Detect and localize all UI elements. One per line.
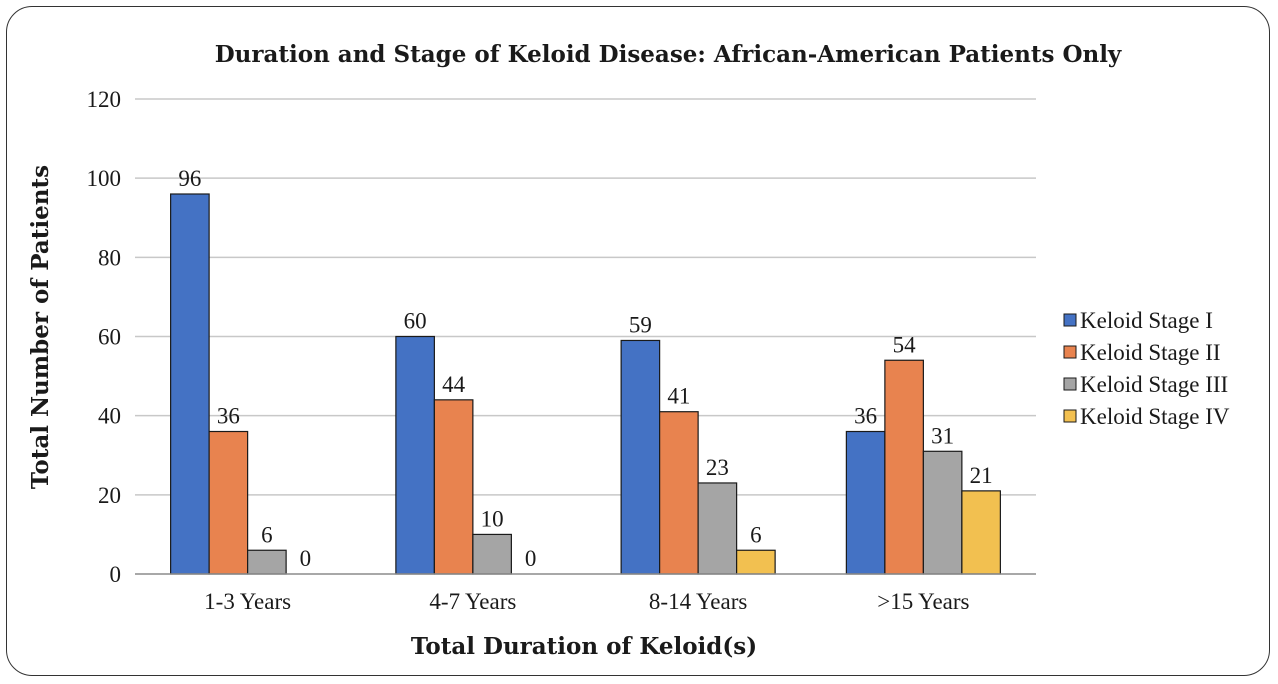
bar	[433, 399, 474, 575]
data-label: 36	[217, 404, 240, 429]
data-label: 96	[178, 166, 201, 191]
bar	[961, 490, 1001, 575]
data-label: 6	[261, 522, 273, 547]
x-tick-label: 8-14 Years	[649, 589, 747, 614]
y-tick-label: 80	[98, 245, 121, 270]
bar	[922, 450, 963, 575]
y-tick-label: 100	[87, 166, 122, 191]
data-label: 31	[931, 423, 954, 448]
legend-swatch	[1063, 409, 1077, 423]
legend: Keloid Stage I Keloid Stage II Keloid Stag…	[1063, 308, 1230, 429]
bar	[620, 339, 661, 575]
legend-swatch	[1063, 313, 1077, 327]
data-label: 54	[893, 332, 917, 357]
bar	[659, 411, 699, 575]
data-label: 10	[481, 506, 504, 531]
legend-label: Keloid Stage I	[1080, 308, 1213, 333]
legend-swatch	[1063, 345, 1077, 359]
bar	[208, 430, 249, 575]
bar	[884, 359, 924, 575]
y-axis-title: Total Number of Patients	[27, 165, 54, 489]
data-label: 59	[629, 312, 652, 337]
bars	[170, 193, 1001, 575]
bar	[472, 533, 512, 575]
y-axis-ticks: 0 20 40 60 80 100 120	[87, 87, 122, 587]
y-tick-label: 40	[98, 404, 121, 429]
data-label: 21	[970, 463, 993, 488]
bar	[845, 430, 886, 575]
x-tick-label: 4-7 Years	[429, 589, 516, 614]
legend-swatch	[1063, 377, 1077, 391]
data-label: 60	[404, 309, 427, 334]
y-tick-label: 60	[98, 325, 121, 350]
y-tick-label: 0	[110, 562, 122, 587]
data-label: 0	[300, 546, 312, 571]
y-tick-label: 120	[87, 87, 122, 112]
data-label: 41	[667, 384, 690, 409]
chart-title: Duration and Stage of Keloid Disease: Af…	[215, 41, 1122, 68]
y-tick-label: 20	[98, 483, 121, 508]
data-label: 23	[706, 455, 729, 480]
x-axis-title: Total Duration of Keloid(s)	[411, 633, 757, 660]
bar	[736, 549, 776, 575]
legend-label: Keloid Stage III	[1080, 372, 1228, 397]
data-label: 44	[442, 372, 466, 397]
x-tick-label: 1-3 Years	[204, 589, 291, 614]
data-label: 6	[750, 522, 762, 547]
bar	[247, 549, 287, 575]
bar	[170, 193, 210, 575]
x-axis-ticks: 1-3 Years 4-7 Years 8-14 Years >15 Years	[204, 589, 969, 614]
data-label: 0	[525, 546, 537, 571]
data-label: 36	[854, 404, 877, 429]
bar	[395, 335, 435, 575]
bar	[697, 482, 738, 575]
x-tick-label: >15 Years	[877, 589, 969, 614]
legend-label: Keloid Stage II	[1080, 340, 1221, 365]
legend-label: Keloid Stage IV	[1080, 404, 1230, 429]
